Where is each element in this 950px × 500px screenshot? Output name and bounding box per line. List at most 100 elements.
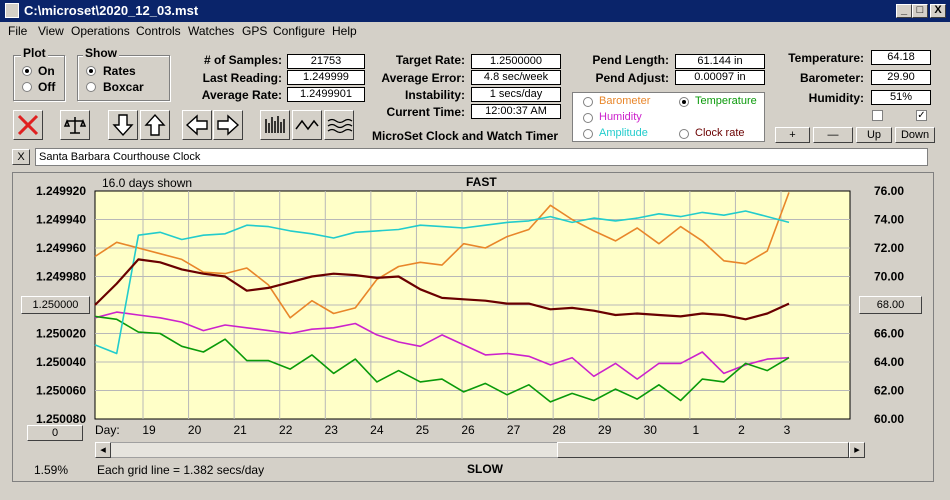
series-line-humidity	[94, 311, 790, 380]
show-group	[77, 55, 170, 101]
zero-button[interactable]: 0	[27, 425, 83, 441]
y-right-tick-label: 76.00	[874, 184, 904, 198]
y-right-tick-label: 70.00	[874, 270, 904, 284]
stop-button[interactable]	[13, 110, 43, 140]
left-rate-button[interactable]: 1.250000	[21, 296, 90, 314]
down-button[interactable]: Down	[895, 127, 935, 143]
samples-label: # of Samples:	[203, 53, 282, 67]
percent-label: 1.59%	[34, 463, 69, 477]
ripple-button[interactable]	[324, 110, 354, 140]
plot-group-title: Plot	[21, 46, 48, 60]
x-tick-label: 28	[552, 423, 566, 437]
barometer-radio[interactable]	[583, 97, 593, 107]
menu-configure[interactable]: Configure	[273, 24, 326, 38]
scroll-right-button[interactable]	[213, 110, 243, 140]
arrow-up-icon	[144, 113, 166, 136]
wave-button[interactable]	[292, 110, 322, 140]
plus-button[interactable]: +	[775, 127, 810, 143]
x-tick-label: 29	[598, 423, 612, 437]
y-left-tick-label: 1.249980	[36, 270, 86, 284]
menu-view[interactable]: View	[38, 24, 64, 38]
wave-icon	[295, 119, 319, 131]
x-tick-label: 20	[188, 423, 202, 437]
series-line-barometer	[94, 192, 790, 319]
temperature-field: 64.18	[871, 50, 931, 65]
right-value-button[interactable]: 68.00	[859, 296, 922, 314]
minus-button[interactable]: —	[813, 127, 853, 143]
menu-controls[interactable]: Controls	[136, 24, 181, 38]
show-rates-radio[interactable]	[86, 66, 96, 76]
fast-label: FAST	[466, 175, 497, 189]
title-bar	[0, 0, 950, 22]
average-error-label: Average Error:	[381, 71, 465, 85]
scroll-left-button[interactable]	[182, 110, 212, 140]
histogram-button[interactable]	[260, 110, 290, 140]
plot-on-radio[interactable]	[22, 66, 32, 76]
x-tick-label: 2	[738, 423, 745, 437]
arrow-right-icon	[217, 114, 240, 136]
pend-adjust-label: Pend Adjust:	[595, 71, 669, 85]
option-checkbox-1[interactable]	[872, 110, 883, 121]
app-icon[interactable]	[5, 3, 19, 18]
menu-help[interactable]: Help	[332, 24, 357, 38]
humidity-field: 51%	[871, 90, 931, 105]
x-tick-label: 1	[693, 423, 700, 437]
average-error-field: 4.8 sec/week	[471, 70, 561, 85]
y-right-tick-label: 62.00	[874, 384, 904, 398]
plot-off-radio[interactable]	[22, 82, 32, 92]
menu-gps[interactable]: GPS	[242, 24, 268, 38]
pend-length-label: Pend Length:	[592, 53, 669, 67]
menu-file[interactable]: File	[8, 24, 28, 38]
minimize-button[interactable]: _	[896, 4, 912, 18]
grid-note: Each grid line = 1.382 secs/day	[97, 463, 265, 477]
show-group-title: Show	[83, 46, 119, 60]
scroll-right-arrow[interactable]: ▸	[849, 442, 865, 458]
y-left-tick-label: 1.250080	[36, 412, 86, 426]
show-rates-label: Rates	[103, 64, 136, 78]
clock-rate-radio[interactable]	[679, 129, 689, 139]
slow-label: SLOW	[467, 462, 503, 476]
stop-icon	[17, 114, 39, 136]
arrow-left-icon	[185, 114, 208, 136]
close-button[interactable]: X	[930, 4, 946, 18]
pend-adjust-field: 0.00097 in	[675, 70, 765, 85]
y-left-tick-label: 1.249920	[36, 184, 86, 198]
samples-field: 21753	[287, 54, 365, 69]
y-left-tick-label: 1.250060	[36, 384, 86, 398]
temperature-label: Temperature:	[788, 51, 864, 65]
x-tick-label: 3	[784, 423, 791, 437]
show-boxcar-radio[interactable]	[86, 82, 96, 92]
y-right-tick-label: 74.00	[874, 213, 904, 227]
target-rate-field: 1.2500000	[471, 54, 561, 69]
temperature-radio[interactable]	[679, 97, 689, 107]
show-boxcar-label: Boxcar	[103, 80, 144, 94]
ripple-icon	[327, 118, 353, 134]
clock-name-field[interactable]: Santa Barbara Courthouse Clock	[35, 148, 928, 166]
option-checkbox-2[interactable]: ✓	[916, 110, 927, 121]
y-right-tick-label: 60.00	[874, 412, 904, 426]
up-button[interactable]: Up	[856, 127, 892, 143]
days-shown-label: 16.0 days shown	[102, 176, 193, 190]
y-left-tick-label: 1.249940	[36, 213, 86, 227]
current-time-field: 12:00:37 AM	[471, 104, 561, 119]
increase-button[interactable]	[140, 110, 170, 140]
scroll-left-arrow[interactable]: ◂	[95, 442, 111, 458]
decrease-button[interactable]	[108, 110, 138, 140]
scroll-thumb[interactable]	[557, 442, 849, 458]
y-right-tick-label: 66.00	[874, 327, 904, 341]
pend-length-field: 61.144 in	[675, 54, 765, 69]
clear-clock-button[interactable]: X	[12, 149, 30, 165]
histogram-icon	[265, 116, 285, 133]
balance-button[interactable]	[60, 110, 90, 140]
barometer-label: Barometer:	[799, 71, 864, 85]
y-right-tick-label: 72.00	[874, 241, 904, 255]
x-tick-label: 30	[644, 423, 658, 437]
humidity-radio[interactable]	[583, 113, 593, 123]
amplitude-radio[interactable]	[583, 129, 593, 139]
instability-label: Instability:	[404, 88, 465, 102]
menu-operations[interactable]: Operations	[71, 24, 130, 38]
target-rate-label: Target Rate:	[395, 53, 465, 67]
maximize-button[interactable]: □	[912, 4, 928, 18]
menu-watches[interactable]: Watches	[188, 24, 235, 38]
